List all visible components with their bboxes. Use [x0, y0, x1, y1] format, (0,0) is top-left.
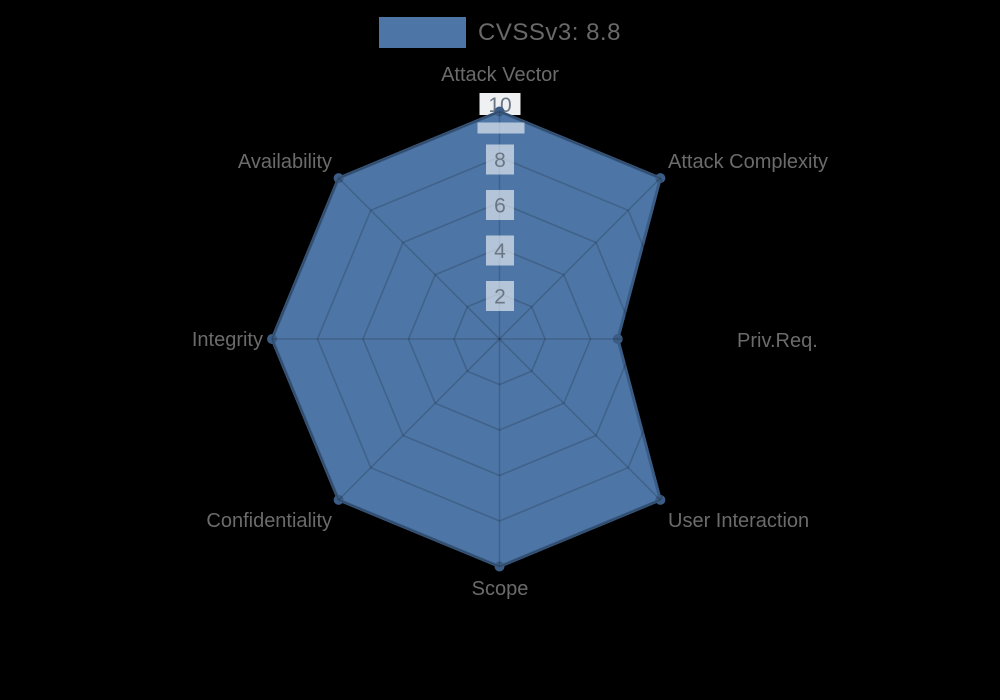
- grid-ring-8: [316, 156, 683, 522]
- grid-ring-10: [271, 110, 728, 568]
- tick-backdrop-2: [486, 281, 514, 311]
- data-point-priv-req[interactable]: [612, 334, 623, 344]
- axis-label-availability: Availability: [238, 151, 332, 173]
- legend-item-cvssv3[interactable]: CVSSv3: 8.8: [379, 17, 621, 48]
- data-point-confidentiality[interactable]: [333, 494, 344, 505]
- tick-backdrop-8: [486, 144, 514, 175]
- tick-label-10: 10: [488, 94, 511, 117]
- tick-backdrop-6: [486, 190, 514, 220]
- axis-spoke-confidentiality: [338, 338, 501, 501]
- tick-label-4: 4: [494, 240, 506, 263]
- legend-label: CVSSv3: 8.8: [478, 19, 621, 46]
- axis-spoke-availability: [338, 177, 501, 340]
- tick-backdrop-10: [479, 93, 521, 115]
- grid-ring-2: [453, 292, 546, 386]
- tick-label-8: 8: [494, 149, 506, 172]
- data-point-availability[interactable]: [333, 173, 344, 184]
- legend-color-swatch: [379, 17, 467, 48]
- tick-backdrop-4: [486, 235, 514, 266]
- axis-spoke-user-interaction: [498, 338, 661, 501]
- axis-label-scope: Scope: [472, 578, 529, 600]
- data-point-integrity[interactable]: [267, 334, 277, 344]
- axis-label-priv-req: Priv.Req.: [737, 330, 818, 352]
- data-point-scope[interactable]: [494, 561, 505, 572]
- grid-ring-6: [362, 201, 637, 477]
- data-point-attack-complexity[interactable]: [655, 173, 666, 184]
- axis-label-attack-complexity: Attack Complexity: [668, 151, 828, 173]
- tick-backdrop-10-lower: [477, 122, 525, 134]
- axis-label-confidentiality: Confidentiality: [206, 510, 332, 532]
- grid-ring-4: [407, 247, 592, 431]
- data-point-attack-vector[interactable]: [494, 106, 505, 117]
- axis-label-integrity: Integrity: [192, 329, 263, 351]
- tick-label-2: 2: [494, 286, 506, 309]
- axis-spoke-attack-complexity: [498, 177, 661, 340]
- tick-label-6: 6: [494, 195, 506, 218]
- chart-legend: CVSSv3: 8.8: [0, 17, 1000, 48]
- axis-label-user-interaction: User Interaction: [668, 510, 809, 532]
- data-point-user-interaction[interactable]: [655, 494, 666, 505]
- axis-label-attack-vector: Attack Vector: [441, 64, 559, 86]
